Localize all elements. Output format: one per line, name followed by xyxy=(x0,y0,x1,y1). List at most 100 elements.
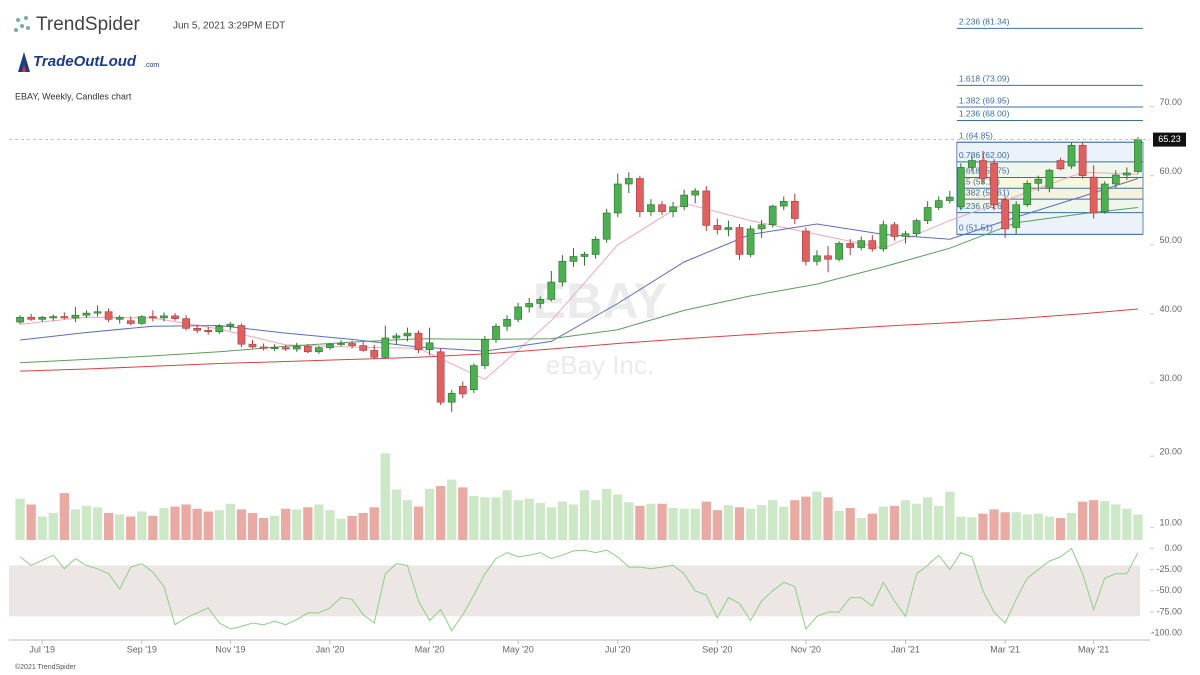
candle-body xyxy=(702,190,711,226)
volume-bar xyxy=(314,504,324,540)
candle-body xyxy=(724,227,733,230)
candle-body xyxy=(768,205,777,226)
candle-body xyxy=(93,311,102,314)
fib-label: 1.382 (69.95) xyxy=(959,95,1010,105)
candle-body xyxy=(746,228,755,255)
volume-bar xyxy=(1089,500,1099,540)
candle-body xyxy=(968,160,976,168)
candle-body xyxy=(591,238,600,255)
candle-body xyxy=(1078,145,1087,177)
volume-bar xyxy=(70,509,81,540)
candle-body xyxy=(171,315,179,319)
volume-bar xyxy=(1100,500,1110,540)
candle-body xyxy=(957,167,965,208)
x-tick-label: Sep '19 xyxy=(127,644,157,654)
fib-label: 1.618 (73.09) xyxy=(959,74,1010,84)
volume-bar xyxy=(81,505,92,540)
oscillator-tick-label: -100.00 xyxy=(1151,628,1182,638)
volume-bar xyxy=(15,498,25,540)
volume-bar xyxy=(801,496,811,540)
brand: TrendSpider xyxy=(36,14,141,35)
volume-bar xyxy=(1077,501,1088,540)
volume-bar xyxy=(756,505,767,540)
candle-body xyxy=(647,204,655,212)
volume-bar xyxy=(37,516,47,540)
candle-body xyxy=(613,183,622,214)
volume-bar xyxy=(834,510,844,540)
candle-body xyxy=(82,312,91,316)
candle-body xyxy=(1012,204,1021,228)
x-tick-label: Nov '19 xyxy=(215,644,245,654)
volume-bar xyxy=(1055,517,1066,540)
candle-body xyxy=(215,325,224,333)
x-tick-label: Sep '20 xyxy=(702,644,732,654)
candle-body xyxy=(436,351,445,403)
candle-body xyxy=(1134,139,1142,172)
volume-bar xyxy=(911,503,922,540)
candle-body xyxy=(237,325,246,345)
candle-body xyxy=(326,343,334,348)
volume-bar xyxy=(92,507,103,540)
volume-bar xyxy=(170,506,180,540)
candle-body xyxy=(16,316,24,323)
candle-body xyxy=(458,386,467,395)
candle-body xyxy=(757,224,766,230)
volume-bar xyxy=(579,490,590,540)
candle-body xyxy=(1111,174,1120,185)
volume-bar xyxy=(723,505,734,540)
candle-body xyxy=(1023,183,1032,206)
fib-label: 0.786 (62.00) xyxy=(959,150,1010,160)
candle-body xyxy=(126,320,135,324)
oscillator-tick-label: 0.00 xyxy=(1164,543,1182,553)
fib-zone xyxy=(956,188,1143,200)
volume-bar xyxy=(424,488,435,540)
logo-icon xyxy=(18,52,30,72)
candle-body xyxy=(281,347,290,350)
candle-body xyxy=(425,342,434,351)
volume-bar xyxy=(159,508,169,540)
candle-body xyxy=(514,306,522,320)
candle-body xyxy=(934,200,943,208)
volume-bar xyxy=(812,491,822,540)
fib-label: 0 (51.51) xyxy=(959,223,993,233)
volume-bar xyxy=(1133,514,1143,540)
volume-bar xyxy=(380,453,390,540)
candle-body xyxy=(115,316,124,320)
volume-bar xyxy=(624,502,634,540)
volume-tick-label: 20.00 xyxy=(1159,446,1182,456)
x-tick-label: May '20 xyxy=(503,644,534,654)
candle-body xyxy=(680,194,688,208)
candle-body xyxy=(60,316,69,319)
volume-bar xyxy=(967,517,977,540)
watermark-name: eBay Inc. xyxy=(546,350,654,380)
candle-body xyxy=(890,224,899,237)
candle-body xyxy=(624,178,633,185)
volume-bar xyxy=(557,501,568,540)
chart-title: EBAY, Weekly, Candles chart xyxy=(15,91,132,101)
x-tick-label: Jan '20 xyxy=(316,644,345,654)
volume-bar xyxy=(535,503,545,540)
volume-bar xyxy=(26,504,36,540)
candle-body xyxy=(868,240,877,250)
volume-bar xyxy=(281,508,291,540)
candle-body xyxy=(492,325,500,340)
volume-bar xyxy=(402,500,413,540)
logo: TradeOutLoud xyxy=(33,53,137,70)
volume-bar xyxy=(657,503,667,540)
candle-body xyxy=(381,337,390,358)
volume-bar xyxy=(1044,516,1055,540)
oscillator-band xyxy=(9,565,1140,617)
candle-body xyxy=(735,227,744,255)
moving-average xyxy=(20,308,1138,372)
volume-bar xyxy=(546,507,556,540)
candle-body xyxy=(602,212,611,240)
x-tick-label: May '21 xyxy=(1078,644,1109,654)
candle-body xyxy=(71,314,80,319)
x-tick-label: Jul '20 xyxy=(605,644,631,654)
volume-bar xyxy=(59,493,69,540)
oscillator-tick-label: -50.00 xyxy=(1156,585,1182,595)
candle-body xyxy=(315,347,323,353)
candle-body xyxy=(846,243,855,248)
volume-bar xyxy=(325,510,335,540)
volume-bar xyxy=(236,509,247,540)
